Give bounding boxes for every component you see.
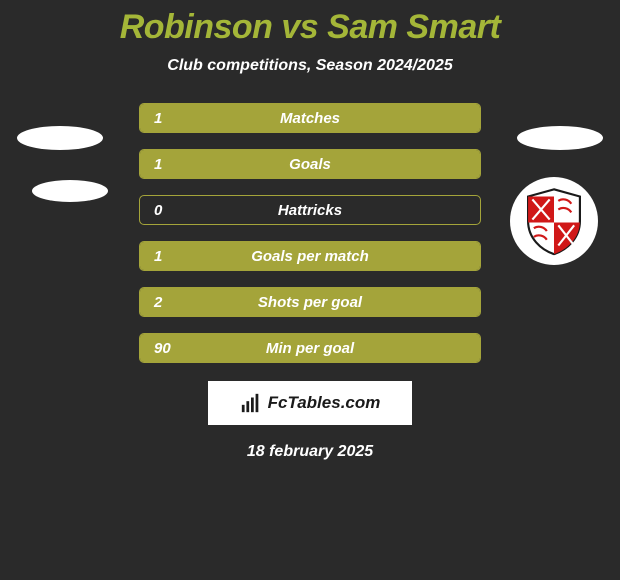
stat-label: Goals per match <box>140 248 480 265</box>
stat-row: 1 Goals <box>139 149 481 179</box>
subtitle: Club competitions, Season 2024/2025 <box>167 57 452 75</box>
bar-chart-icon <box>240 392 262 414</box>
date-text: 18 february 2025 <box>247 443 373 461</box>
stat-label: Min per goal <box>140 340 480 357</box>
stat-row: 0 Hattricks <box>139 195 481 225</box>
comparison-card: Robinson vs Sam Smart Club competitions,… <box>0 0 620 461</box>
brand-text: FcTables.com <box>268 393 381 413</box>
stat-row: 1 Matches <box>139 103 481 133</box>
stat-row: 1 Goals per match <box>139 241 481 271</box>
stat-row: 2 Shots per goal <box>139 287 481 317</box>
page-title: Robinson vs Sam Smart <box>120 8 501 47</box>
branding-banner: FcTables.com <box>208 381 412 425</box>
stat-label: Shots per goal <box>140 294 480 311</box>
stat-row: 90 Min per goal <box>139 333 481 363</box>
stat-label: Goals <box>140 156 480 173</box>
stats-list: 1 Matches 1 Goals 0 Hattricks 1 Goals pe… <box>0 103 620 363</box>
stat-label: Hattricks <box>140 202 480 219</box>
stat-label: Matches <box>140 110 480 127</box>
